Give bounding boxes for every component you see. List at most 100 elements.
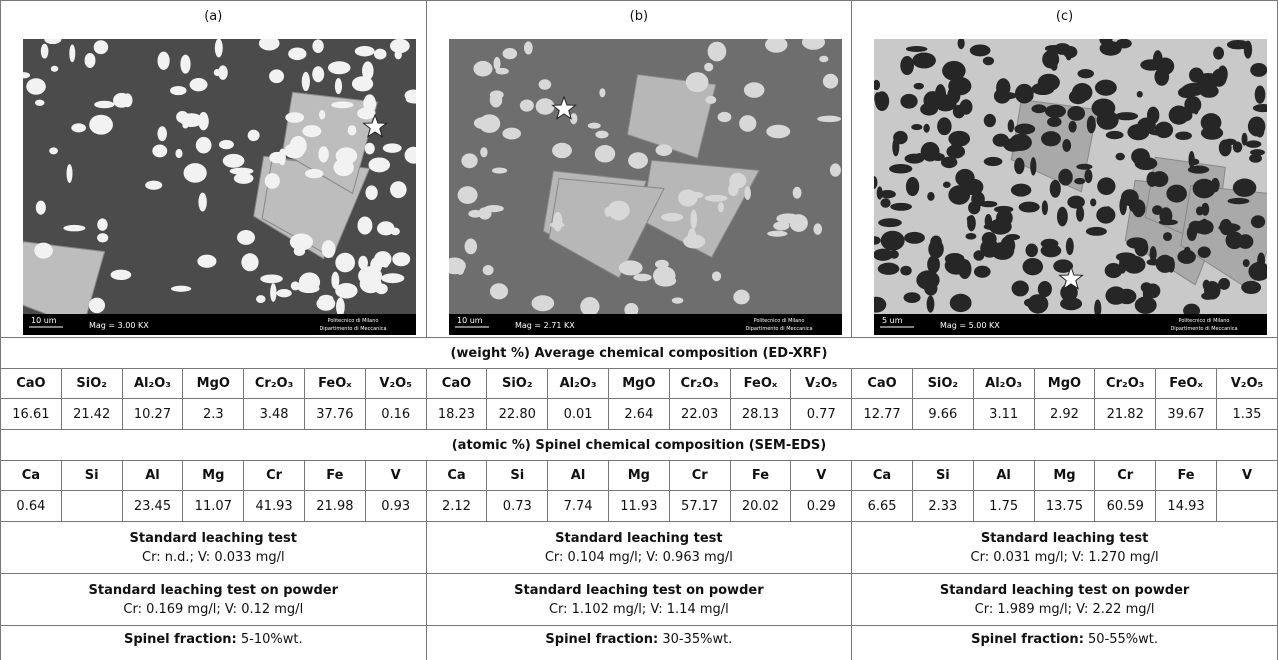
grain	[354, 45, 375, 57]
oxide-value: 28.13	[729, 398, 792, 430]
grain	[290, 237, 308, 245]
scale-label: 5 um	[882, 316, 903, 325]
department: Dipartimento di Meccanica	[1171, 326, 1238, 332]
grain	[766, 230, 788, 237]
micrograph: 10 um Mag = 3.00 KX Politecnico di Milano D…	[23, 39, 416, 335]
grain	[222, 153, 245, 168]
grain	[214, 39, 223, 58]
powder-cell: Standard leaching test on powder Cr: 0.16…	[0, 573, 427, 626]
section-name: Average chemical composition (ED-XRF)	[534, 345, 828, 361]
grain	[979, 200, 998, 208]
grain	[1154, 121, 1174, 139]
grain	[298, 284, 320, 293]
grain	[1076, 163, 1093, 170]
grain	[1084, 169, 1093, 184]
oxide-value: 16.61	[0, 398, 62, 430]
grain	[1031, 104, 1047, 114]
grain	[996, 209, 1013, 227]
grain	[1014, 157, 1025, 175]
grain	[1007, 119, 1015, 133]
grain	[373, 48, 387, 60]
grain	[1116, 252, 1137, 262]
scale-label: 10 um	[457, 316, 483, 325]
element-header: Mg	[182, 460, 245, 491]
grain	[1146, 258, 1161, 266]
oxide-value: 22.80	[486, 398, 549, 430]
spinel-cell: Spinel fraction: 50-55%wt.	[851, 625, 1278, 660]
grain	[63, 224, 86, 232]
grain	[1152, 205, 1163, 216]
grain	[874, 236, 881, 245]
grain	[1057, 206, 1068, 227]
grain	[822, 73, 838, 89]
grain	[1196, 72, 1221, 90]
grain	[237, 230, 255, 245]
grain	[931, 152, 945, 162]
oxide-value: 10.27	[121, 398, 184, 430]
element-value: 11.07	[182, 490, 245, 522]
grain	[473, 60, 493, 77]
section-title: (weight %) Average chemical composition …	[0, 337, 1278, 369]
section-title-row: (atomic %) Spinel chemical composition (…	[0, 429, 1278, 461]
element-header: Cr	[668, 460, 731, 491]
grain	[335, 282, 358, 299]
magnification: Mag = 2.71 KX	[515, 321, 575, 330]
grain	[491, 167, 507, 174]
element-value: 6.65	[851, 490, 913, 522]
grain	[623, 303, 638, 317]
grain	[594, 145, 615, 163]
oxide-header: FeOₓ	[729, 368, 792, 399]
grain	[877, 262, 900, 275]
grain	[97, 233, 109, 243]
grain	[1145, 283, 1161, 299]
grain	[711, 271, 721, 282]
grain	[1243, 40, 1253, 59]
grain	[1227, 39, 1250, 50]
grain	[1024, 298, 1037, 307]
grain	[392, 252, 411, 267]
grain	[493, 56, 501, 71]
grain	[321, 240, 336, 259]
element-value	[60, 490, 123, 522]
oxide-header: CaO	[0, 368, 62, 399]
grain	[685, 72, 709, 93]
grain	[944, 253, 965, 265]
oxide-value: 2.3	[182, 398, 245, 430]
grain	[1202, 279, 1211, 291]
oxide-value: 12.77	[851, 398, 913, 430]
grain	[900, 56, 915, 76]
grain	[334, 77, 343, 95]
powder-title: Standard leaching test on powder	[88, 582, 339, 598]
grain	[594, 130, 609, 139]
grain	[483, 204, 504, 213]
oxide-header: SiO₂	[60, 368, 123, 399]
grain	[789, 214, 808, 232]
grain	[829, 163, 841, 177]
grain	[362, 61, 374, 81]
powder-result: Cr: 1.989 mg/l; V: 2.22 mg/l	[974, 601, 1155, 617]
grain	[175, 148, 183, 159]
oxide-header: FeOₓ	[303, 368, 366, 399]
grain	[23, 72, 31, 79]
grain	[1014, 123, 1036, 135]
grain	[1094, 299, 1102, 318]
info-bar	[23, 314, 416, 335]
grain	[1086, 115, 1097, 134]
grain	[941, 156, 958, 169]
grain	[1245, 140, 1262, 148]
powder-title: Standard leaching test on powder	[939, 582, 1190, 598]
element-value: 1.75	[972, 490, 1035, 522]
grain	[1049, 179, 1061, 198]
spinel-cell: Spinel fraction: 5-10%wt.	[0, 625, 427, 660]
grain	[84, 52, 96, 68]
grain	[93, 40, 109, 55]
oxide-header: MgO	[182, 368, 245, 399]
element-value: 7.74	[547, 490, 609, 522]
grain	[495, 67, 509, 75]
powder-title: Standard leaching test on powder	[514, 582, 764, 598]
grain	[1031, 82, 1055, 96]
oxide-header: CaO	[851, 368, 913, 399]
grain	[97, 218, 108, 231]
grain	[538, 79, 551, 90]
